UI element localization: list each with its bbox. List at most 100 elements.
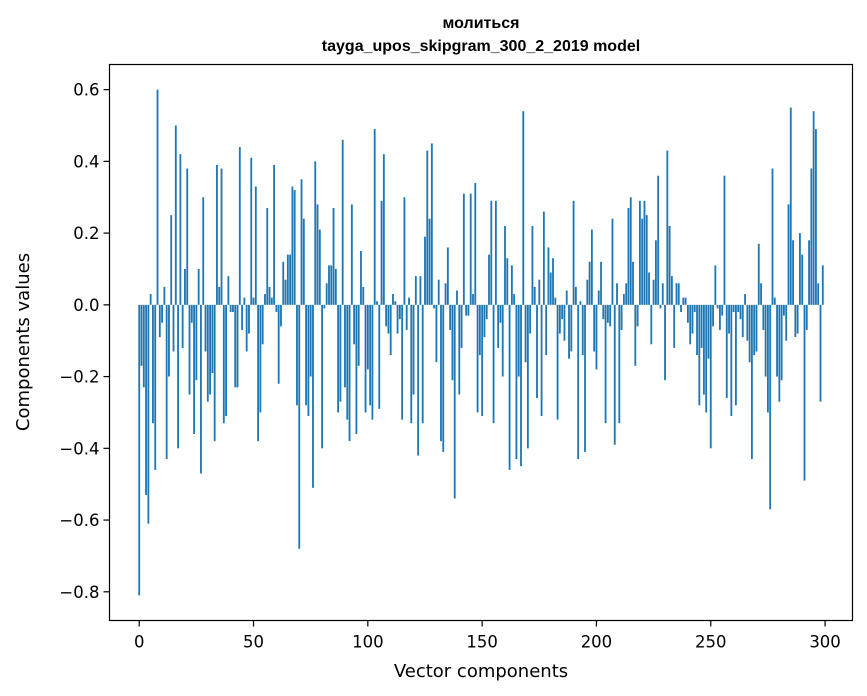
bar-37	[222, 304, 225, 424]
bar-72	[302, 218, 305, 305]
bar-245	[698, 304, 701, 406]
bar-291	[803, 304, 806, 481]
bar-81	[323, 304, 326, 309]
y-tick-label: −0.6	[59, 511, 99, 530]
bar-30	[206, 304, 209, 402]
bar-154	[490, 200, 493, 305]
bar-253	[716, 304, 719, 309]
bar-240	[686, 304, 689, 323]
bar-53	[259, 304, 262, 413]
bar-176	[540, 304, 543, 417]
bar-275	[767, 304, 769, 413]
bar-136	[449, 304, 452, 330]
bar-187	[565, 290, 568, 305]
bar-183	[556, 304, 559, 420]
bar-199	[593, 304, 596, 352]
bar-118	[408, 297, 410, 305]
bar-221	[643, 200, 646, 305]
bar-15	[172, 304, 175, 352]
bar-1	[140, 304, 143, 366]
bar-21	[186, 168, 189, 305]
bar-209	[616, 283, 618, 305]
bar-259	[730, 304, 733, 417]
bar-2	[142, 304, 145, 388]
bar-190	[572, 200, 575, 305]
bar-80	[321, 304, 324, 449]
bar-198	[590, 229, 593, 305]
bar-122	[417, 304, 420, 456]
bar-258	[728, 304, 730, 334]
bar-19	[181, 304, 184, 348]
bar-147	[474, 182, 477, 305]
bar-155	[492, 304, 495, 424]
bar-152	[485, 304, 488, 320]
y-tick-label: −0.2	[59, 368, 99, 387]
bar-219	[638, 200, 641, 305]
bar-292	[805, 304, 808, 330]
bar-88	[339, 304, 342, 402]
bar-162	[508, 304, 511, 470]
x-axis-ticks: 0 50 100 150 200 250 300	[134, 620, 841, 652]
bar-237	[680, 304, 682, 313]
bar-134	[444, 283, 447, 305]
bar-270	[755, 304, 758, 352]
bar-93	[350, 204, 353, 305]
bar-158	[499, 304, 502, 323]
bar-272	[760, 283, 762, 305]
bar-82	[325, 283, 328, 305]
bar-268	[750, 304, 753, 460]
bar-159	[501, 304, 504, 377]
bar-45	[241, 304, 244, 330]
bar-229	[661, 283, 664, 305]
plot-frame	[108, 63, 854, 622]
bar-7	[154, 304, 157, 470]
bar-189	[570, 304, 573, 352]
bar-101	[369, 304, 372, 406]
bar-242	[691, 304, 694, 334]
bar-298	[819, 304, 822, 402]
bar-186	[563, 304, 566, 341]
bar-97	[360, 251, 362, 305]
bar-171	[529, 304, 532, 334]
bar-128	[430, 143, 433, 305]
bar-251	[712, 304, 714, 327]
bar-94	[353, 304, 356, 345]
x-tick-label: 50	[243, 633, 264, 652]
bar-39	[227, 276, 230, 305]
bar-66	[289, 254, 292, 305]
bar-203	[602, 304, 605, 320]
bar-165	[515, 304, 518, 460]
bar-227	[657, 175, 660, 305]
bar-262	[737, 304, 740, 313]
bar-108	[385, 304, 388, 327]
bar-174	[536, 304, 538, 399]
bar-125	[424, 236, 426, 305]
bar-110	[389, 304, 392, 356]
bar-102	[371, 304, 374, 420]
bar-63	[282, 261, 285, 305]
bar-47	[245, 304, 248, 352]
bar-31	[209, 304, 212, 395]
bar-244	[696, 304, 698, 356]
bar-69	[296, 304, 298, 406]
bar-28	[202, 197, 205, 305]
bar-121	[414, 276, 417, 305]
bar-135	[446, 247, 449, 305]
bar-232	[668, 225, 671, 305]
bar-163	[510, 265, 513, 305]
bar-210	[618, 304, 621, 424]
bar-140	[458, 304, 461, 395]
bar-145	[469, 193, 472, 305]
bar-35	[218, 286, 221, 305]
bar-164	[513, 294, 516, 305]
bar-129	[433, 304, 436, 309]
bar-161	[506, 258, 509, 305]
bar-26	[197, 268, 200, 305]
bar-206	[609, 304, 612, 327]
bar-169	[524, 304, 527, 363]
bar-233	[670, 276, 673, 305]
bar-43	[236, 304, 239, 388]
bar-48	[248, 304, 250, 334]
bar-204	[604, 304, 607, 424]
bar-149	[478, 304, 481, 356]
